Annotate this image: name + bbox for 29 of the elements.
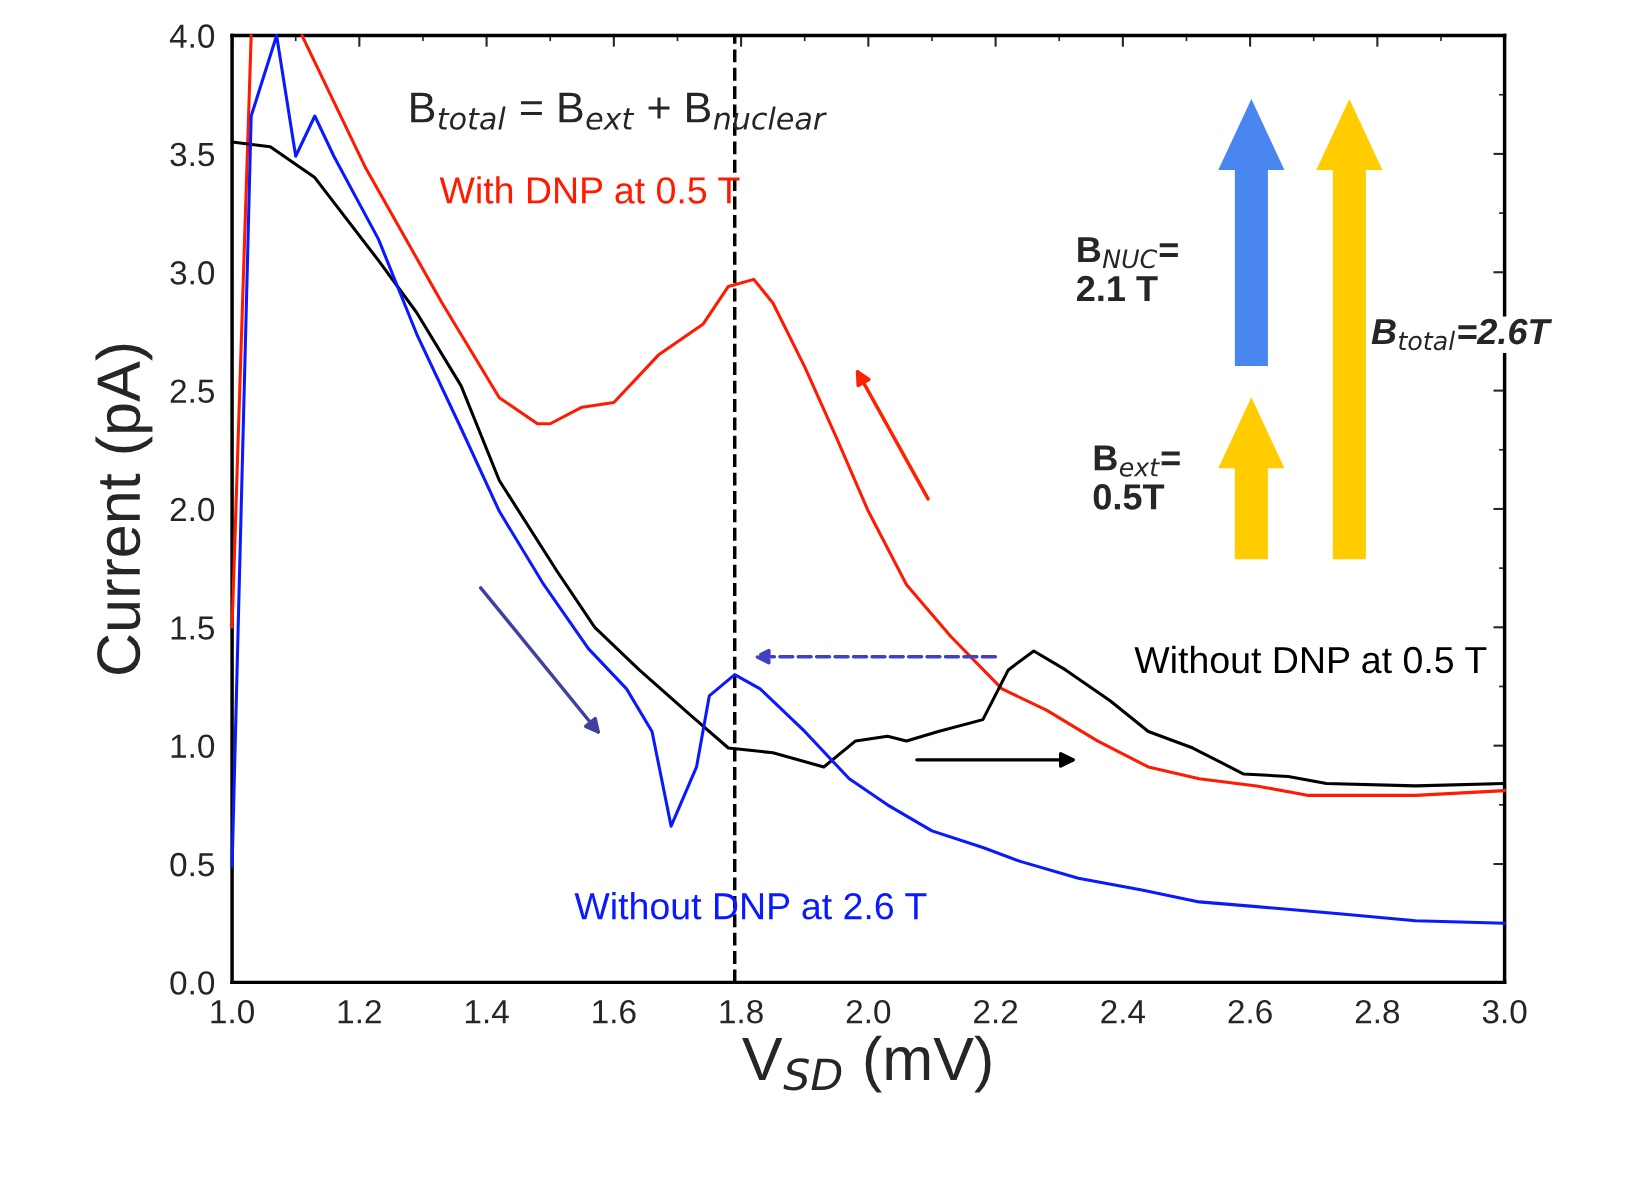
- annotation: B$_{total}$ = B$_{ext}$ + B$_{nuclear}$: [411, 92, 827, 130]
- series-label: Without DNP at 2.6 T: [574, 891, 927, 920]
- annotation: B$_{ext}$= 0.5T: [1093, 445, 1180, 510]
- y-tick-label: 4.0: [169, 24, 215, 48]
- x-tick-label: 1.8: [720, 999, 763, 1024]
- x-axis-title: V$_{SD}$ (mV): [742, 1035, 991, 1093]
- x-tick-label: 2.0: [846, 999, 891, 1024]
- series-label: Without DNP at 0.5 T: [1134, 645, 1487, 674]
- x-tick-label: 2.6: [1228, 999, 1272, 1024]
- x-tick-label: 3.0: [1482, 999, 1527, 1024]
- x-tick-label: 1.2: [338, 999, 381, 1024]
- y-tick-label: 0.5: [170, 852, 215, 877]
- x-tick-label: 2.4: [1101, 999, 1146, 1024]
- y-tick-label: 2.0: [170, 497, 215, 522]
- x-tick-label: 1.0: [211, 999, 254, 1024]
- annotation: B$_{total}$=2.6T: [1371, 318, 1553, 351]
- y-tick-label: 1.0: [171, 734, 215, 759]
- y-tick-label: 0.0: [170, 971, 215, 995]
- y-tick-label: 3.0: [170, 261, 215, 285]
- x-tick-label: 1.4: [465, 1000, 509, 1024]
- series-label: With DNP at 0.5 T: [439, 176, 740, 204]
- y-tick-label: 3.5: [170, 142, 215, 167]
- x-tick-label: 2.2: [974, 999, 1018, 1024]
- y-axis-title: Current (pA): [95, 344, 153, 674]
- x-tick-label: 2.8: [1355, 999, 1400, 1024]
- y-tick-label: 2.5: [170, 379, 215, 404]
- x-tick-label: 1.6: [593, 999, 636, 1024]
- annotation: B$_{NUC}$= 2.1 T: [1077, 237, 1178, 302]
- y-tick-label: 1.5: [171, 616, 215, 640]
